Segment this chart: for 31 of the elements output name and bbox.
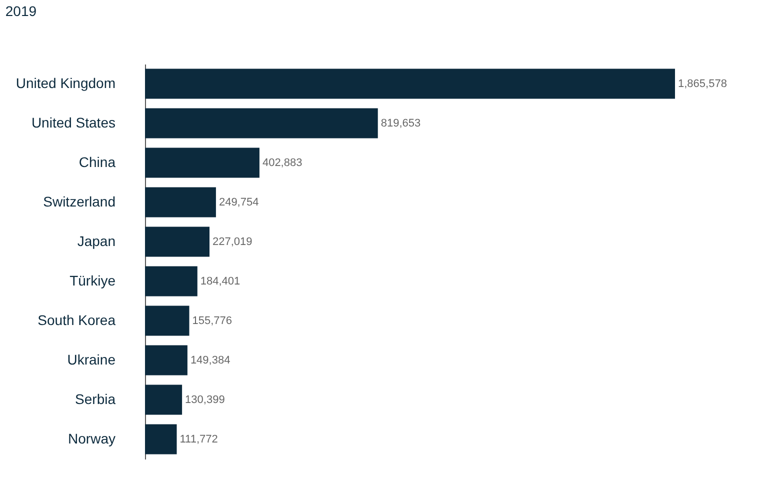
y-tick-label: Serbia: [75, 390, 116, 407]
data-label: 1,865,578: [678, 78, 727, 90]
bar: [145, 384, 182, 415]
y-tick-label: United Kingdom: [16, 74, 116, 91]
y-tick-label: Japan: [77, 232, 116, 249]
bar: [145, 345, 188, 376]
bar: [145, 108, 378, 138]
bar: [145, 424, 177, 454]
y-tick-label: South Korea: [38, 312, 116, 328]
bar: [145, 68, 675, 99]
bar: [145, 187, 216, 218]
bar: [145, 148, 260, 178]
data-label: 149,384: [190, 354, 230, 366]
bar: [145, 226, 210, 257]
data-label: 130,399: [185, 394, 225, 406]
bar: [145, 306, 190, 336]
y-tick-label: Ukraine: [67, 351, 116, 368]
text: 2019: [5, 3, 37, 19]
y-tick-label: United States: [31, 114, 116, 130]
bar: [145, 266, 198, 296]
data-label: 249,754: [218, 196, 259, 208]
y-tick-label: Türkiye: [70, 272, 116, 288]
data-label: 111,772: [180, 433, 218, 446]
data-label: 155,776: [192, 314, 232, 327]
data-label: 402,883: [262, 156, 302, 169]
y-tick-label: Switzerland: [43, 193, 116, 210]
data-label: 819,653: [380, 117, 421, 130]
y-tick-label: China: [78, 154, 116, 170]
data-label: 227,019: [212, 236, 252, 248]
data-label: 184,401: [200, 275, 240, 288]
y-tick-label: Norway: [68, 430, 116, 446]
